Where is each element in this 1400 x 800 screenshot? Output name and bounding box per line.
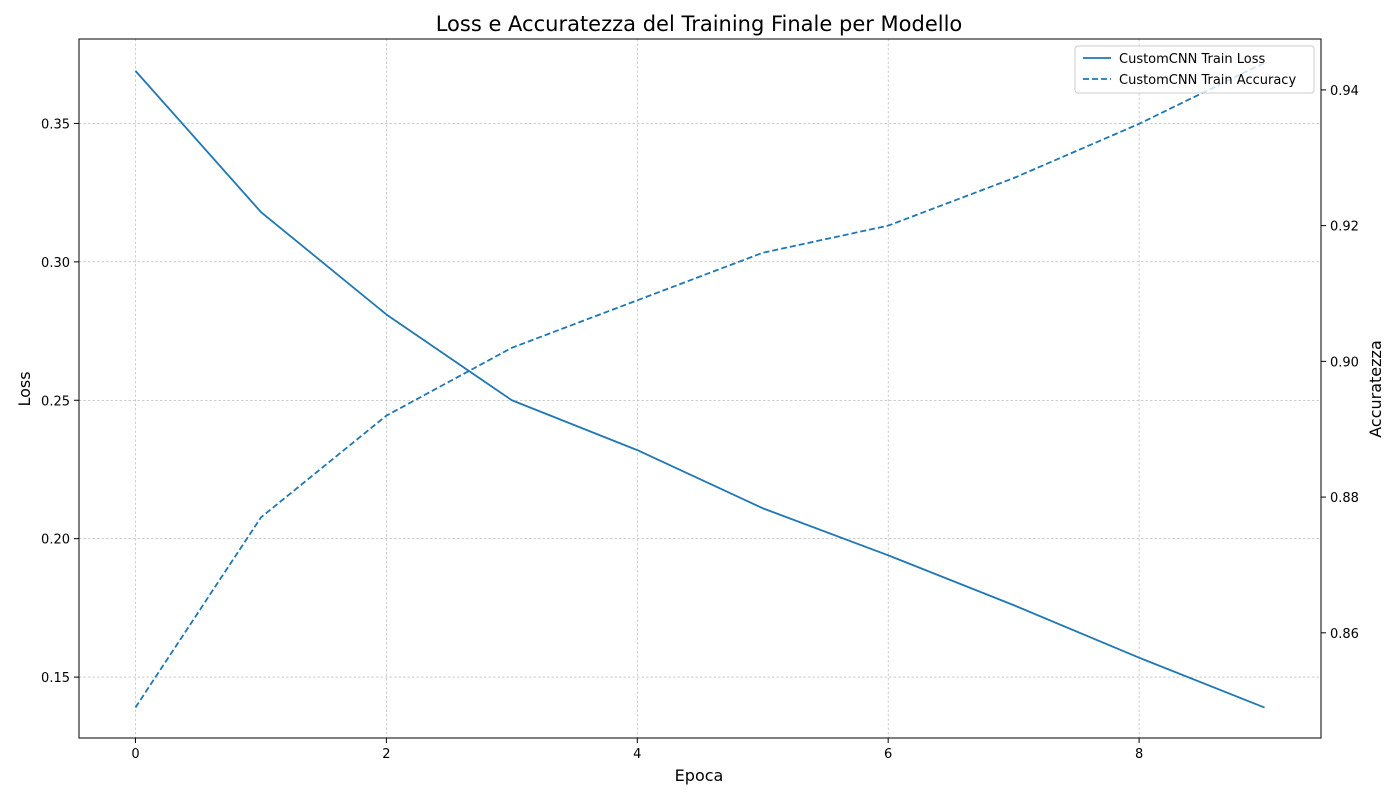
x-tick-label: 2 — [382, 747, 390, 762]
x-tick-label: 8 — [1135, 747, 1143, 762]
plot-area-frame — [78, 38, 1322, 739]
legend: CustomCNN Train Loss CustomCNN Train Acc… — [1074, 45, 1315, 94]
ticks: 0 2 4 6 8 0.15 0.20 0.25 0.30 0.35 0.86 0.88 0.90 0.9… — [41, 84, 1359, 762]
y-tick-label-right: 0.92 — [1330, 220, 1359, 235]
grid — [79, 39, 1321, 738]
y-tick-label-right: 0.94 — [1330, 84, 1359, 99]
chart-title: Loss e Accuratezza del Training Finale p… — [436, 12, 963, 36]
y-tick-label-left: 0.25 — [41, 394, 70, 409]
legend-label-loss: CustomCNN Train Loss — [1119, 52, 1266, 67]
y-tick-label-left: 0.15 — [41, 671, 70, 686]
y-axis-label-right: Accuratezza — [1366, 340, 1385, 438]
series-line-train-loss — [134, 70, 1265, 709]
y-tick-label-right: 0.90 — [1330, 355, 1359, 370]
series-line-train-accuracy — [134, 61, 1265, 708]
y-tick-label-right: 0.86 — [1330, 627, 1359, 642]
x-axis-label: Epoca — [675, 766, 724, 785]
x-tick-label: 4 — [633, 747, 641, 762]
x-tick-label: 6 — [884, 747, 892, 762]
legend-box — [1074, 45, 1315, 94]
y-tick-label-right: 0.88 — [1330, 491, 1359, 506]
y-tick-label-left: 0.30 — [41, 256, 70, 271]
y-tick-label-left: 0.35 — [41, 117, 70, 132]
y-axis-label-left: Loss — [15, 371, 34, 406]
x-tick-label: 0 — [131, 747, 139, 762]
series-layer — [134, 61, 1265, 709]
legend-label-accuracy: CustomCNN Train Accuracy — [1119, 73, 1296, 88]
y-tick-label-left: 0.20 — [41, 533, 70, 548]
